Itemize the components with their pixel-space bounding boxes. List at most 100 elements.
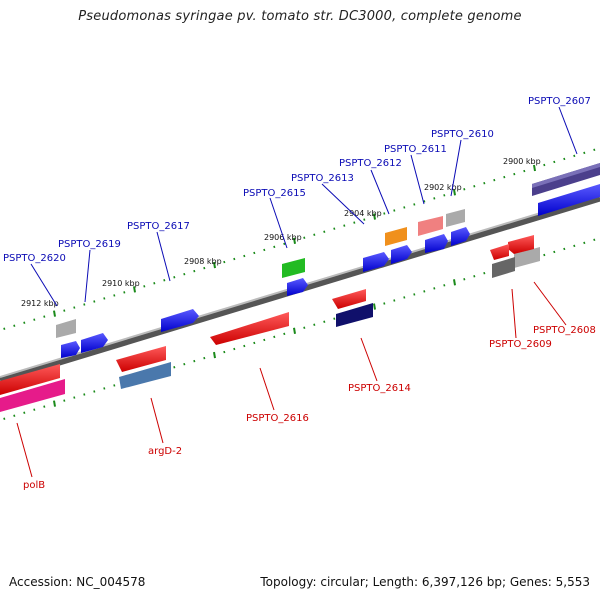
scale-tick <box>563 157 566 161</box>
scale-tick <box>553 250 556 254</box>
gene-feature-2616[interactable] <box>210 312 289 345</box>
scale-tick <box>343 224 346 227</box>
scale-tick <box>33 408 36 411</box>
scale-tick <box>513 172 516 176</box>
scale-tick <box>423 290 426 293</box>
scale-tick <box>403 206 406 209</box>
scale-tick <box>443 194 446 197</box>
gene-feature-2608[interactable] <box>508 235 540 268</box>
scale-tick <box>203 356 206 360</box>
scale-tick <box>143 285 146 288</box>
gene-label-2614[interactable]: PSPTO_2614 <box>348 383 411 394</box>
gene-label-2620[interactable]: PSPTO_2620 <box>3 253 66 264</box>
scale-tick <box>563 247 566 251</box>
scale-tick <box>593 148 596 152</box>
scale-tick <box>43 405 46 408</box>
gene-label-polB[interactable]: polB <box>23 480 45 491</box>
gene-feature-2611[interactable] <box>418 216 448 253</box>
scale-tick <box>73 396 76 399</box>
scale-tick <box>583 241 586 245</box>
scale-tick <box>183 272 186 276</box>
scale-tick <box>523 169 526 173</box>
scale-tick <box>243 254 246 258</box>
gene-label-2612[interactable]: PSPTO_2612 <box>339 158 402 169</box>
scale-tick <box>283 332 286 336</box>
label-leaders <box>16 106 578 478</box>
scale-label-2906: 2906 kbp <box>264 233 302 242</box>
scale-label-2910: 2910 kbp <box>102 279 140 288</box>
scale-tick <box>223 260 226 264</box>
scale-tick <box>323 320 326 323</box>
accession-text: Accession: NC_004578 <box>9 575 146 589</box>
scale-tick <box>433 287 436 290</box>
gene-label-2608[interactable]: PSPTO_2608 <box>533 325 596 336</box>
scale-tick <box>163 279 166 282</box>
scale-tick <box>83 303 86 306</box>
scale-tick <box>173 275 176 279</box>
scale-tick <box>93 390 96 393</box>
scale-tick <box>503 175 506 179</box>
gene-label-2609[interactable]: PSPTO_2609 <box>489 339 552 350</box>
scale-tick <box>463 188 466 191</box>
scale-tick <box>493 178 496 182</box>
scale-tick <box>363 218 366 221</box>
gene-feature-2613[interactable] <box>363 252 389 272</box>
scale-tick <box>383 212 386 215</box>
scale-tick <box>473 184 476 188</box>
gene-feature-2609[interactable] <box>490 244 515 278</box>
scale-tick <box>543 163 546 167</box>
scale-tick <box>543 253 546 257</box>
scale-tick <box>53 310 56 317</box>
scale-tick <box>313 323 316 326</box>
scale-tick <box>13 414 16 417</box>
gene-label-2617[interactable]: PSPTO_2617 <box>127 221 190 232</box>
gene-label-2610[interactable]: PSPTO_2610 <box>431 129 494 140</box>
gene-feature-2615[interactable] <box>282 258 308 296</box>
scale-tick <box>133 286 136 293</box>
gene-feature-argD-2[interactable] <box>116 346 171 389</box>
scale-tick <box>333 227 336 230</box>
gene-feature-2612[interactable] <box>385 227 412 264</box>
scale-tick <box>463 278 466 281</box>
bottom-labels: PSPTO_2608 PSPTO_2609 PSPTO_2614 PSPTO_2… <box>23 325 596 491</box>
gene-feature-2617[interactable] <box>161 309 199 332</box>
topology-text: Topology: circular; Length: 6,397,126 bp… <box>260 575 590 589</box>
scale-label-2904: 2904 kbp <box>344 209 382 218</box>
gene-label-2616[interactable]: PSPTO_2616 <box>246 413 309 424</box>
scale-tick <box>43 315 46 318</box>
scale-tick <box>213 261 216 269</box>
scale-tick <box>533 164 536 172</box>
gene-feature-2610[interactable] <box>446 209 470 246</box>
gene-feature-2620[interactable] <box>56 319 80 358</box>
scale-tick <box>403 296 406 299</box>
gene-label-2615[interactable]: PSPTO_2615 <box>243 188 306 199</box>
gene-label-2611[interactable]: PSPTO_2611 <box>384 144 447 155</box>
scale-tick <box>93 300 96 303</box>
gene-feature-2619[interactable] <box>81 333 108 353</box>
gene-label-argD-2[interactable]: argD-2 <box>148 446 182 457</box>
gene-feature-polB[interactable] <box>0 364 65 412</box>
scale-tick <box>213 351 216 359</box>
gene-feature-2607[interactable] <box>532 163 600 196</box>
scale-tick <box>153 282 156 285</box>
scale-tick <box>473 274 476 278</box>
gene-label-2607[interactable]: PSPTO_2607 <box>528 96 591 107</box>
scale-tick <box>373 213 376 220</box>
scale-tick <box>433 197 436 200</box>
scale-tick <box>113 294 116 297</box>
gene-feature-2607b[interactable] <box>538 184 600 216</box>
scale-tick <box>373 303 376 310</box>
gene-label-2613[interactable]: PSPTO_2613 <box>291 173 354 184</box>
scale-tick <box>293 327 296 334</box>
scale-tick <box>33 318 36 321</box>
gene-label-2619[interactable]: PSPTO_2619 <box>58 239 121 250</box>
scale-tick <box>233 347 236 351</box>
scale-label-2902: 2902 kbp <box>424 183 462 192</box>
gene-feature-2614[interactable] <box>332 289 373 327</box>
scale-tick <box>103 297 106 300</box>
scale-tick <box>263 248 266 252</box>
top-labels: PSPTO_2607 PSPTO_2610 PSPTO_2611 PSPTO_2… <box>3 96 591 264</box>
scale-tick <box>223 350 226 354</box>
map-title: Pseudomonas syringae pv. tomato str. DC3… <box>78 9 522 24</box>
scale-tick <box>113 384 116 387</box>
